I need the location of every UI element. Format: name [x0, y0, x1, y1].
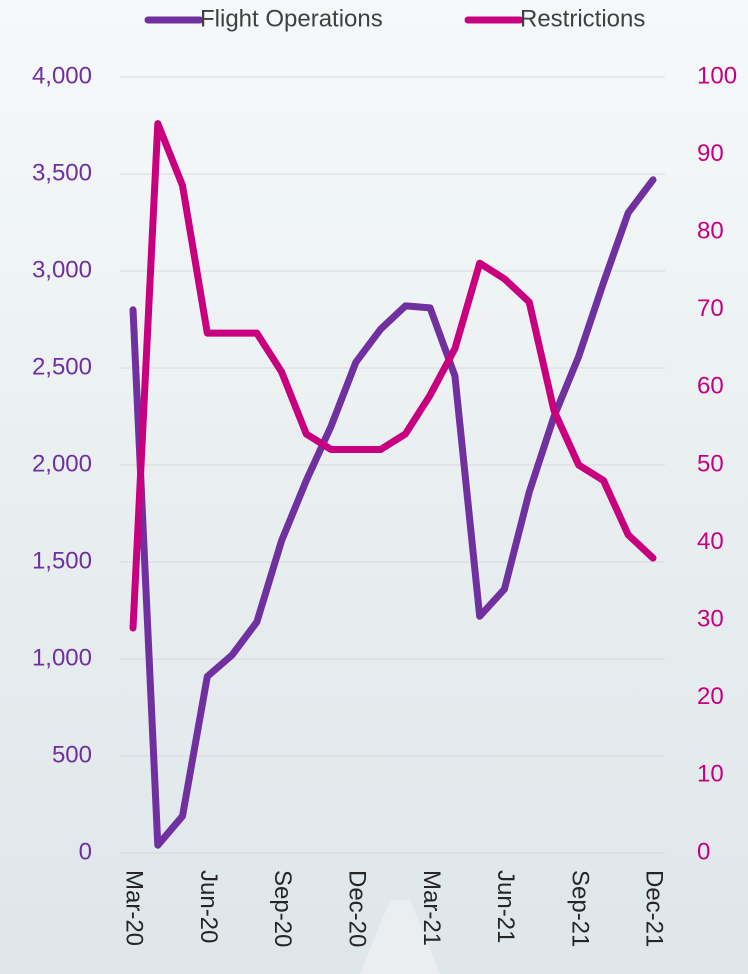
y-tick-label: 3,000 — [32, 256, 92, 283]
x-tick-label: Dec-20 — [344, 870, 371, 947]
y2-tick-label: 50 — [697, 450, 724, 477]
legend-label: Flight Operations — [200, 5, 383, 32]
y2-tick-label: 70 — [697, 295, 724, 322]
y-tick-label: 1,000 — [32, 644, 92, 671]
x-tick-label: Mar-20 — [121, 870, 148, 946]
y2-tick-label: 20 — [697, 683, 724, 710]
y2-tick-label: 30 — [697, 606, 724, 633]
x-tick-label: Dec-21 — [641, 870, 668, 947]
y-tick-label: 2,500 — [32, 353, 92, 380]
y-tick-label: 4,000 — [32, 62, 92, 89]
legend-label: Restrictions — [520, 5, 645, 32]
x-tick-label: Mar-21 — [418, 870, 445, 946]
y2-tick-label: 90 — [697, 140, 724, 167]
y2-tick-label: 60 — [697, 373, 724, 400]
y-tick-label: 500 — [52, 741, 92, 768]
x-tick-label: Sep-20 — [269, 870, 296, 947]
y-tick-label: 3,500 — [32, 159, 92, 186]
y-tick-label: 2,000 — [32, 450, 92, 477]
x-tick-label: Jun-21 — [492, 870, 519, 943]
y-tick-label: 1,500 — [32, 547, 92, 574]
y2-tick-label: 100 — [697, 62, 737, 89]
y2-tick-label: 80 — [697, 218, 724, 245]
y2-tick-label: 0 — [697, 838, 710, 865]
y2-tick-label: 10 — [697, 761, 724, 788]
y2-tick-label: 40 — [697, 528, 724, 555]
chart: 0 500 1,000 1,500 2,000 2,500 3,000 3,500 4,000 0… — [0, 0, 748, 974]
y-tick-label: 0 — [79, 838, 92, 865]
background — [0, 0, 748, 974]
x-tick-label: Jun-20 — [195, 870, 222, 943]
x-tick-label: Sep-21 — [566, 870, 593, 947]
